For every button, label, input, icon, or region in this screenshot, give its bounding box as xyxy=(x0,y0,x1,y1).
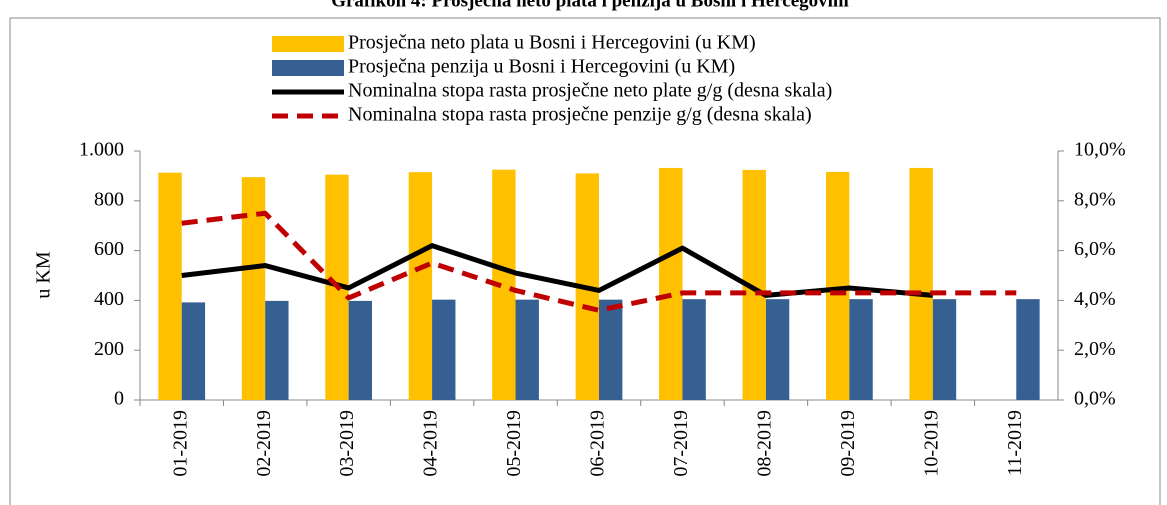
y2-tick-label: 8,0% xyxy=(1074,188,1116,210)
bar xyxy=(492,169,516,400)
chart-title: Grafikon 4: Prosječna neto plata i penzi… xyxy=(331,0,849,11)
x-tick-label: 05-2019 xyxy=(503,410,525,477)
x-tick-label: 06-2019 xyxy=(587,410,609,477)
y-tick-label: 200 xyxy=(94,338,124,360)
y-tick-label: 400 xyxy=(94,288,124,310)
bar xyxy=(158,172,182,400)
x-tick-label: 04-2019 xyxy=(420,410,442,477)
bar xyxy=(932,299,957,400)
y2-tick-label: 10,0% xyxy=(1074,139,1126,161)
x-tick-label: 02-2019 xyxy=(253,410,275,477)
legend-label: Prosječna neto plata u Bosni i Hercegovi… xyxy=(348,32,756,54)
bar xyxy=(599,299,623,400)
bar xyxy=(408,172,433,400)
legend-label: Nominalna stopa rasta prosječne neto pla… xyxy=(348,80,832,102)
x-tick-label: 07-2019 xyxy=(670,410,692,477)
y2-tick-label: 6,0% xyxy=(1074,238,1116,260)
y-tick-label: 1.000 xyxy=(79,139,124,161)
bar xyxy=(432,299,456,400)
x-tick-label: 09-2019 xyxy=(837,410,859,477)
bar xyxy=(742,169,766,400)
bar xyxy=(682,299,706,400)
y-tick-label: 800 xyxy=(94,188,124,210)
bar xyxy=(909,167,933,400)
bar xyxy=(659,167,683,400)
x-tick-label: 01-2019 xyxy=(169,410,191,477)
line xyxy=(181,210,1017,313)
bar xyxy=(348,300,373,400)
bar xyxy=(849,299,873,400)
legend-swatch xyxy=(272,60,344,76)
bar xyxy=(765,299,790,400)
line xyxy=(181,243,934,298)
x-tick-label: 11-2019 xyxy=(1004,410,1026,476)
y-axis-title: u KM xyxy=(33,251,55,298)
y2-tick-label: 0,0% xyxy=(1074,388,1116,410)
x-tick-label: 10-2019 xyxy=(920,410,942,477)
legend-swatch xyxy=(272,36,344,52)
y-tick-label: 0 xyxy=(114,388,124,410)
x-tick-label: 08-2019 xyxy=(754,410,776,477)
legend-label: Prosječna penzija u Bosni i Hercegovini … xyxy=(348,56,735,78)
y2-tick-label: 2,0% xyxy=(1074,338,1116,360)
chart-frame xyxy=(9,17,1161,505)
legend-label: Nominalna stopa rasta prosječne penzije … xyxy=(348,104,812,126)
bar xyxy=(181,302,206,400)
bar xyxy=(515,299,539,400)
bar xyxy=(265,300,289,400)
bar xyxy=(825,171,850,400)
y2-tick-label: 4,0% xyxy=(1074,288,1116,310)
bar xyxy=(241,177,266,400)
bar xyxy=(1016,299,1040,400)
y-tick-label: 600 xyxy=(94,238,124,260)
x-tick-label: 03-2019 xyxy=(336,410,358,477)
